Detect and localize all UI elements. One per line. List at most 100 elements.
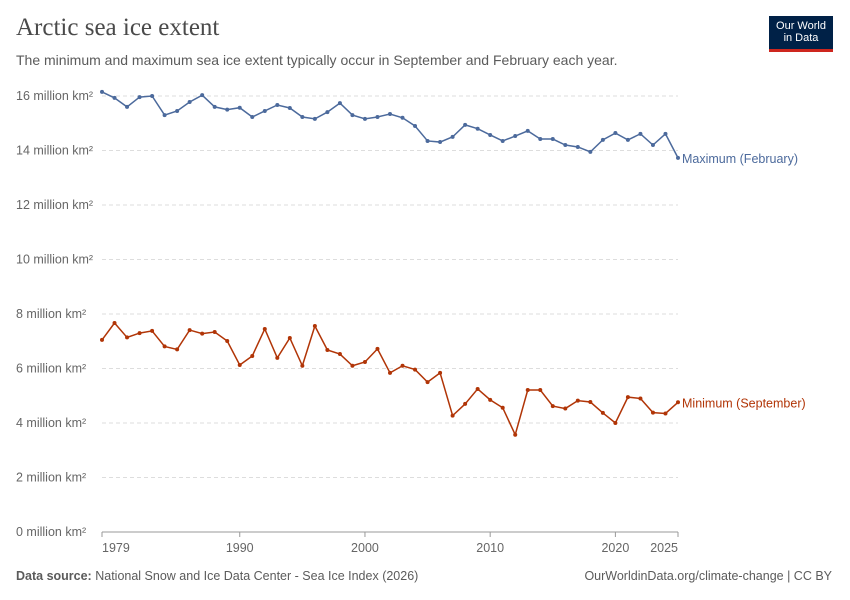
data-point <box>237 362 242 367</box>
data-point <box>125 335 130 340</box>
data-point <box>650 143 655 148</box>
data-point <box>600 137 605 142</box>
series-line-1 <box>101 321 679 437</box>
data-point <box>362 116 367 121</box>
data-point <box>638 131 643 136</box>
y-tick-label: 0 million km² <box>16 525 86 539</box>
x-tick-label: 1990 <box>226 541 254 555</box>
data-point <box>200 331 205 336</box>
x-tick-label: 2000 <box>351 541 379 555</box>
data-point <box>563 143 568 148</box>
data-point <box>588 400 593 405</box>
chart-title: Arctic sea ice extent <box>16 14 220 41</box>
y-tick-label: 14 million km² <box>16 144 93 158</box>
data-point <box>275 355 280 360</box>
data-point <box>125 104 130 109</box>
y-tick-label: 16 million km² <box>16 89 93 103</box>
data-point <box>488 132 493 137</box>
data-point <box>638 396 643 401</box>
data-point <box>350 113 355 118</box>
data-point <box>500 405 505 410</box>
data-point <box>100 337 104 342</box>
data-point <box>450 413 455 418</box>
x-tick-label: 2020 <box>601 541 629 555</box>
data-point <box>676 155 680 160</box>
data-point <box>388 370 392 375</box>
data-point <box>250 114 255 119</box>
data-point <box>538 137 543 142</box>
data-point <box>300 114 305 119</box>
data-point <box>100 89 104 94</box>
data-point <box>625 137 630 142</box>
data-point <box>676 400 680 405</box>
data-point <box>137 331 142 336</box>
source-text[interactable]: National Snow and Ice Data Center - Sea … <box>95 569 419 583</box>
data-point <box>150 94 155 98</box>
data-point <box>200 93 205 98</box>
x-tick-label: 2025 <box>650 541 678 555</box>
data-point <box>550 137 555 142</box>
data-point <box>550 404 555 409</box>
data-point <box>525 128 530 133</box>
y-tick-label: 8 million km² <box>16 307 86 321</box>
data-point <box>262 108 267 113</box>
y-tick-label: 6 million km² <box>16 362 86 376</box>
data-point <box>287 105 292 110</box>
logo-line2: in Data <box>783 32 819 44</box>
data-point <box>513 432 518 437</box>
data-point <box>663 131 668 136</box>
data-point <box>400 115 405 120</box>
data-point <box>337 101 342 106</box>
data-point <box>150 328 155 333</box>
x-tick-label: 2010 <box>476 541 504 555</box>
data-point <box>463 122 468 127</box>
y-tick-label: 2 million km² <box>16 471 86 485</box>
data-point <box>613 131 618 136</box>
footer-link[interactable]: OurWorldinData.org/climate-change | CC B… <box>584 569 832 583</box>
data-point <box>325 110 330 115</box>
data-point <box>388 111 392 116</box>
data-point <box>350 363 355 368</box>
data-point <box>112 320 117 325</box>
series-label: Maximum (February) <box>682 152 798 166</box>
data-point <box>312 323 317 328</box>
data-point <box>538 388 543 393</box>
data-point <box>175 108 180 113</box>
data-point <box>663 411 668 416</box>
data-point <box>450 134 455 139</box>
chart-subtitle: The minimum and maximum sea ice extent t… <box>16 52 618 68</box>
data-point <box>212 329 217 334</box>
data-point <box>300 363 305 368</box>
data-point <box>250 353 255 358</box>
data-point <box>400 363 405 368</box>
y-tick-label: 12 million km² <box>16 198 93 212</box>
data-point <box>413 123 418 128</box>
data-point <box>575 398 580 403</box>
data-point <box>475 386 480 391</box>
data-point <box>112 95 117 100</box>
owid-logo[interactable]: Our World in Data <box>769 16 833 52</box>
data-point <box>225 338 230 343</box>
data-point <box>187 99 192 104</box>
data-point <box>325 347 330 352</box>
data-point <box>275 102 280 107</box>
data-point <box>438 140 443 145</box>
data-point <box>225 107 230 112</box>
data-source: Data source: National Snow and Ice Data … <box>16 569 418 583</box>
data-point <box>625 395 630 400</box>
data-point <box>162 113 167 118</box>
data-point <box>337 352 342 357</box>
data-point <box>513 134 518 139</box>
data-point <box>212 104 217 109</box>
data-point <box>162 344 167 349</box>
data-point <box>362 359 367 364</box>
data-point <box>175 347 180 352</box>
data-point <box>575 144 580 149</box>
data-point <box>475 126 480 131</box>
data-point <box>600 410 605 415</box>
data-point <box>287 335 292 340</box>
data-point <box>425 380 430 385</box>
series-label: Minimum (September) <box>682 396 806 410</box>
